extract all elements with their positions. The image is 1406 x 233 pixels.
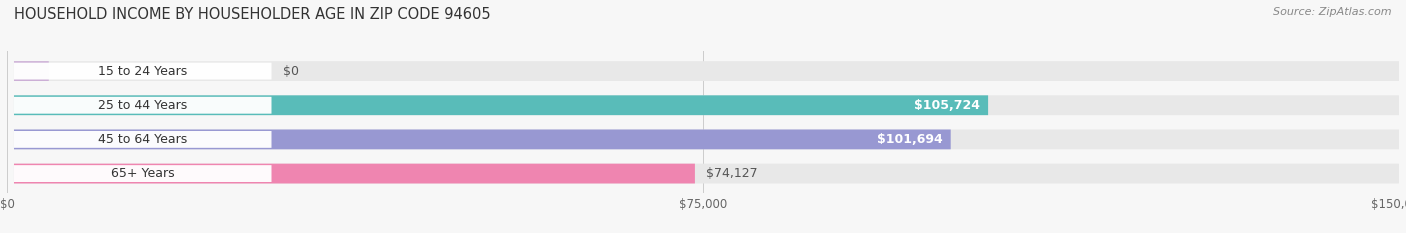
Text: $101,694: $101,694 bbox=[876, 133, 942, 146]
FancyBboxPatch shape bbox=[14, 164, 695, 183]
FancyBboxPatch shape bbox=[14, 131, 271, 148]
FancyBboxPatch shape bbox=[14, 61, 1399, 81]
FancyBboxPatch shape bbox=[14, 95, 988, 115]
Text: 45 to 64 Years: 45 to 64 Years bbox=[98, 133, 187, 146]
FancyBboxPatch shape bbox=[14, 63, 271, 79]
Text: $105,724: $105,724 bbox=[914, 99, 980, 112]
Text: $74,127: $74,127 bbox=[706, 167, 758, 180]
Text: Source: ZipAtlas.com: Source: ZipAtlas.com bbox=[1274, 7, 1392, 17]
FancyBboxPatch shape bbox=[14, 130, 950, 149]
Text: 15 to 24 Years: 15 to 24 Years bbox=[98, 65, 187, 78]
FancyBboxPatch shape bbox=[14, 130, 1399, 149]
FancyBboxPatch shape bbox=[14, 164, 1399, 183]
Text: 65+ Years: 65+ Years bbox=[111, 167, 174, 180]
FancyBboxPatch shape bbox=[14, 165, 271, 182]
Text: 25 to 44 Years: 25 to 44 Years bbox=[98, 99, 187, 112]
Text: $0: $0 bbox=[283, 65, 298, 78]
FancyBboxPatch shape bbox=[14, 61, 49, 81]
Text: HOUSEHOLD INCOME BY HOUSEHOLDER AGE IN ZIP CODE 94605: HOUSEHOLD INCOME BY HOUSEHOLDER AGE IN Z… bbox=[14, 7, 491, 22]
FancyBboxPatch shape bbox=[14, 97, 271, 114]
FancyBboxPatch shape bbox=[14, 95, 1399, 115]
